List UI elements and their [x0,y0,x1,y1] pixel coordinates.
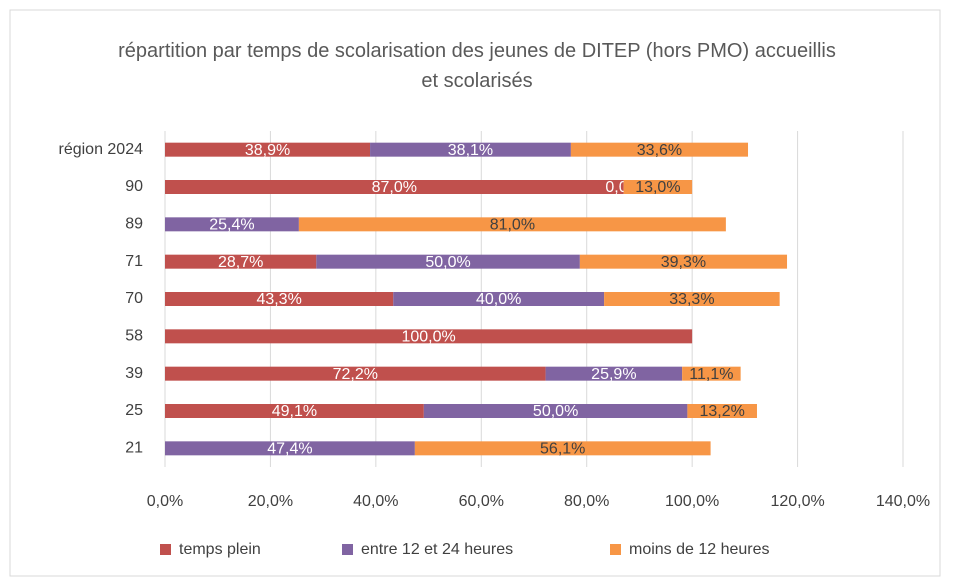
bar-segment [623,180,693,194]
bar-segment [682,366,741,381]
data-label: 72,2% [333,366,378,383]
x-tick-label: 40,0% [353,493,398,510]
x-tick-label: 20,0% [248,493,293,510]
data-label: 56,1% [540,441,585,458]
bar-segment [165,292,394,306]
bar-segment [393,292,605,306]
y-tick-label: 25 [125,402,143,419]
chart-title: répartition par temps de scolarisation d… [118,40,836,92]
bar-segment [165,329,693,344]
data-label: 47,4% [267,441,312,458]
data-label: 81,0% [490,217,535,234]
bar-segment [165,180,624,194]
data-label: 43,3% [256,291,301,308]
bar-segment [545,366,683,381]
bar-segment [316,254,580,269]
data-label: 49,1% [272,403,317,420]
data-label: 50,0% [533,403,578,420]
legend-swatch [160,544,171,555]
bar-segment [298,217,726,232]
legend-label: entre 12 et 24 heures [361,541,513,558]
bar-segment [165,366,546,381]
data-label: 38,9% [245,142,290,159]
data-label: 33,6% [637,142,682,159]
bar-segment [165,441,415,456]
data-label: 39,3% [661,254,706,271]
x-tick-label: 0,0% [147,493,183,510]
x-tick-label: 60,0% [459,493,504,510]
bar-segment [165,254,317,269]
data-label: 100,0% [401,329,455,346]
data-label: 40,0% [476,291,521,308]
bar-segment [165,142,371,157]
y-tick-label: 39 [125,365,143,382]
data-label: 33,3% [669,291,714,308]
bar-segment [604,292,780,306]
data-label: 13,2% [700,403,745,420]
legend-swatch [610,544,621,555]
bar-segment [414,441,711,456]
x-tick-label: 140,0% [876,493,930,510]
bar-segment [370,142,571,157]
data-label: 28,7% [218,254,263,271]
x-tick-label: 120,0% [770,493,824,510]
bar-segment [165,404,424,418]
data-label: 25,9% [591,366,636,383]
y-tick-label: 71 [125,253,143,270]
data-label: 38,1% [448,142,493,159]
bar-segment [423,404,688,418]
bar-segment [579,254,788,269]
y-tick-label: 58 [125,328,143,345]
data-label: 25,4% [209,217,254,234]
chart-frame [9,9,941,577]
data-label: 11,1% [689,366,733,383]
legend-label: temps plein [179,541,261,558]
data-label: 87,0% [372,179,417,196]
x-tick-label: 100,0% [665,493,719,510]
y-tick-label: région 2024 [58,141,143,158]
data-label: 13,0% [635,179,680,196]
legend-swatch [342,544,353,555]
bar-segment [570,142,749,157]
bar-segment [165,217,299,232]
y-tick-label: 90 [125,178,143,195]
y-tick-label: 21 [125,440,143,457]
x-tick-label: 80,0% [564,493,609,510]
y-tick-label: 89 [125,216,143,233]
data-label: 50,0% [425,254,470,271]
bar-segment [687,404,757,418]
y-tick-label: 70 [125,290,143,307]
legend-label: moins de 12 heures [629,541,770,558]
